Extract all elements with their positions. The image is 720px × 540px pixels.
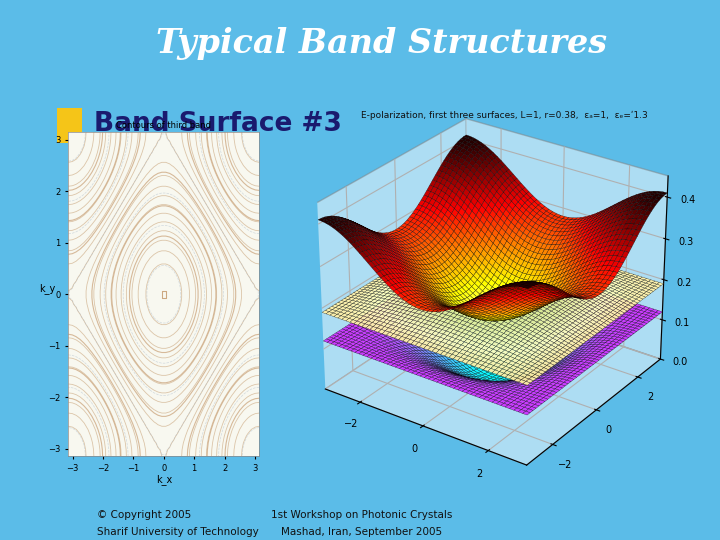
Text: Typical Band Structures: Typical Band Structures: [156, 28, 607, 60]
Text: © Copyright 2005: © Copyright 2005: [97, 510, 192, 519]
Y-axis label: k_y: k_y: [39, 284, 55, 294]
Text: E-polarization, first three surfaces, L=1, r=0.38,  εₐ=1,  εₑ=ʹ1.3: E-polarization, first three surfaces, L=…: [361, 111, 648, 120]
FancyBboxPatch shape: [57, 109, 83, 143]
Text: Band Surface #3: Band Surface #3: [94, 111, 342, 138]
X-axis label: k_x: k_x: [156, 474, 172, 485]
Text: Sharif University of Technology: Sharif University of Technology: [97, 526, 259, 537]
Title: Contours of third band: Contours of third band: [117, 121, 211, 130]
Text: 1st Workshop on Photonic Crystals: 1st Workshop on Photonic Crystals: [271, 510, 452, 519]
Text: Mashad, Iran, September 2005: Mashad, Iran, September 2005: [281, 526, 442, 537]
